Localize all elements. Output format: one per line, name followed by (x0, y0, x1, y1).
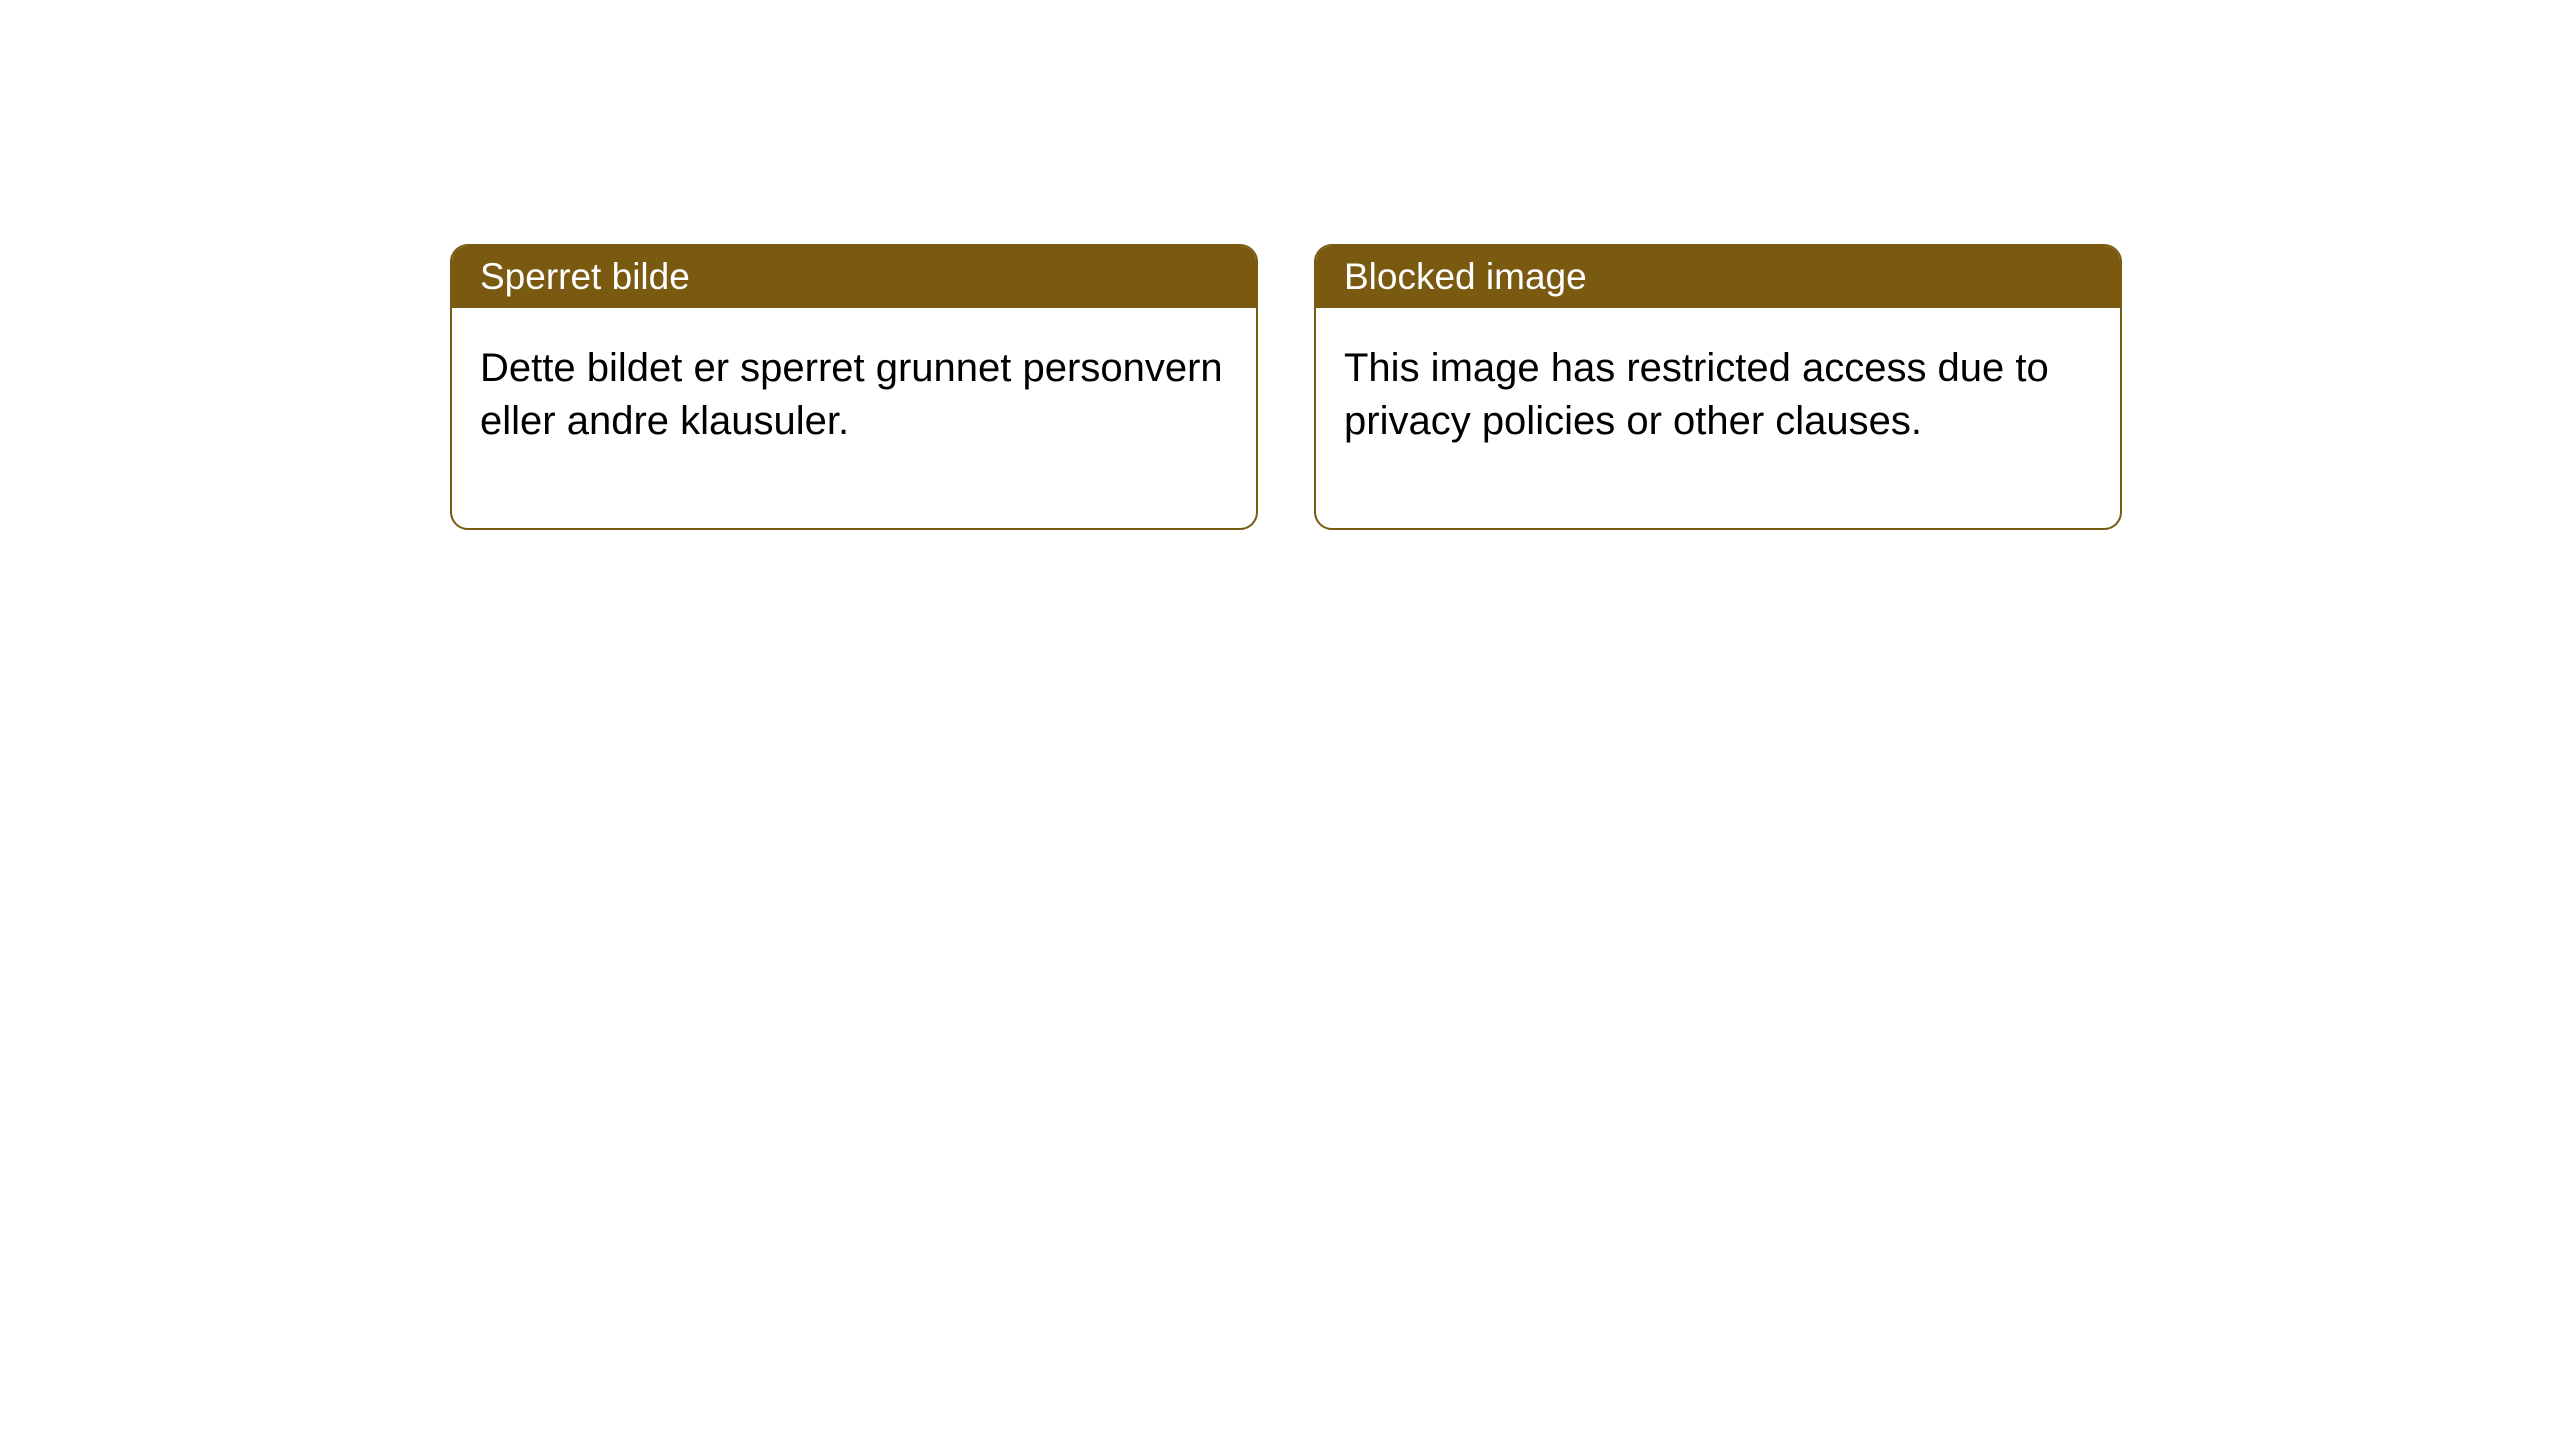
notice-card-header-no: Sperret bilde (452, 246, 1256, 308)
notice-card-header-en: Blocked image (1316, 246, 2120, 308)
notice-cards-container: Sperret bilde Dette bildet er sperret gr… (450, 244, 2122, 530)
notice-card-en: Blocked image This image has restricted … (1314, 244, 2122, 530)
notice-card-body-en: This image has restricted access due to … (1316, 308, 2120, 528)
notice-card-body-no: Dette bildet er sperret grunnet personve… (452, 308, 1256, 528)
notice-card-no: Sperret bilde Dette bildet er sperret gr… (450, 244, 1258, 530)
